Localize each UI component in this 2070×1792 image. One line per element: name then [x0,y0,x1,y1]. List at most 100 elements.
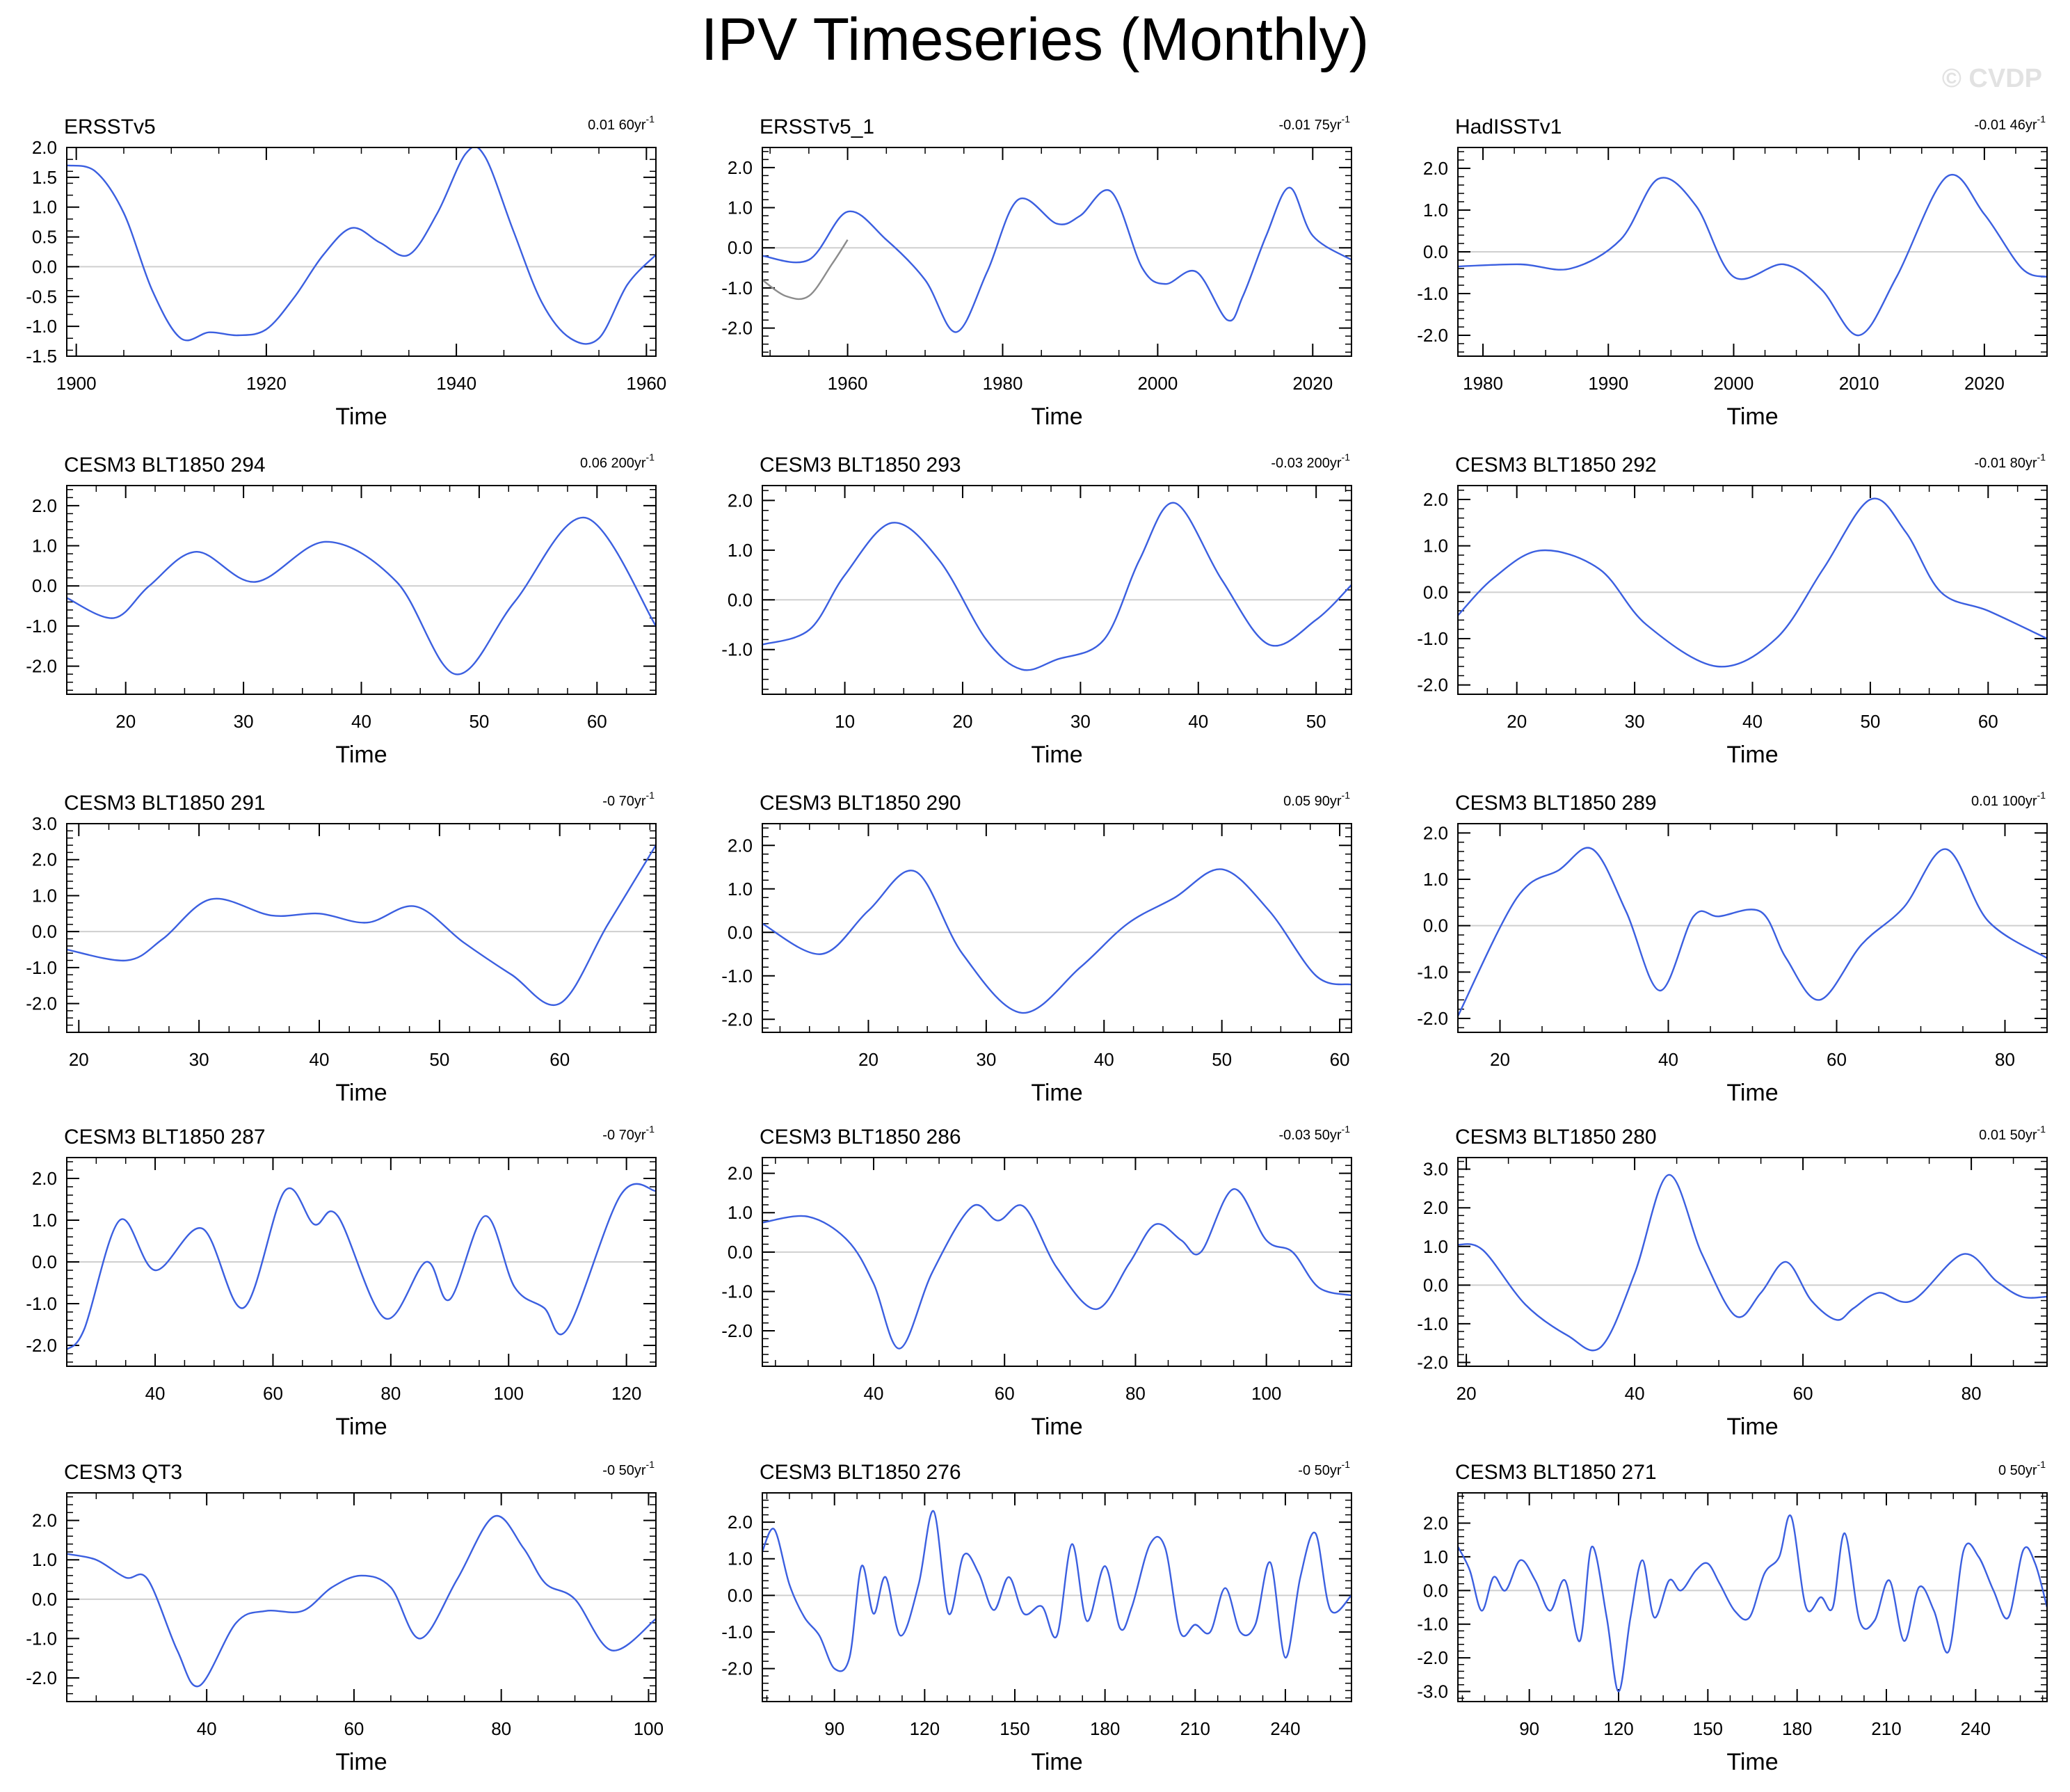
tick-label-y: -1.0 [721,1281,753,1302]
tick-label-x: 50 [1212,1049,1232,1070]
plot-frame [1457,1492,2048,1702]
tick-label-y: -0.5 [26,286,57,307]
tick-label-y: 1.0 [728,540,753,561]
tick-label-y: 1.0 [32,1210,57,1231]
tick-label-y: -1.0 [721,1622,753,1642]
trend-exponent: -1 [1342,1459,1351,1470]
tick-label-y: -2.0 [721,1320,753,1341]
tick-label-x: 2020 [1964,373,2005,394]
tick-label-x: 50 [1860,711,1880,732]
trend-label: 0 50yr-1 [1998,1459,2046,1478]
tick-label-x: 30 [234,711,254,732]
panel-14: 2.0 1.0 0.0 -1.0 -2.0 90 120 150 180 210 240 CESM3 … [721,1459,1352,1775]
plot-frame [66,485,657,695]
panel-12: 3.0 2.0 1.0 0.0 -1.0 -2.0 20 40 60 80 CESM3 BLT185… [1417,1123,2048,1440]
tick-label-y: 1.0 [1423,1546,1448,1567]
tick-label-x: 60 [1793,1383,1813,1404]
plot-frame [762,147,1352,357]
panel-5: 2.0 1.0 0.0 -1.0 10 20 30 40 50 CESM3 BLT1850 293… [721,451,1352,768]
tick-label-y: 2.0 [728,490,753,511]
tick-label-x: 40 [145,1383,166,1404]
tick-label-y: 2.0 [32,1510,57,1531]
series-line [67,845,656,1006]
plot-frame [1457,147,2048,357]
tick-label-x: 1940 [436,373,476,394]
tick-label-y: 2.0 [32,849,57,870]
tick-label-y: -1.0 [26,616,57,637]
panel-2: 2.0 1.0 0.0 -1.0 -2.0 1960 1980 2000 2020 ERSSTv5… [721,113,1352,430]
tick-label-x: 40 [864,1383,884,1404]
tick-label-x: 30 [976,1049,996,1070]
tick-label-x: 210 [1871,1718,1901,1739]
tick-label-y: 1.0 [32,1549,57,1570]
tick-label-y: -2.0 [1417,325,1448,346]
axis-label-x: Time [1726,1414,1778,1440]
tick-label-x: 1990 [1588,373,1628,394]
axis-label-x: Time [1031,403,1082,430]
tick-label-y: 2.0 [1423,489,1448,510]
trend-exponent: -1 [2037,113,2046,125]
tick-label-x: 60 [587,711,607,732]
series-line-overlay [762,239,849,301]
tick-label-x: 40 [310,1049,330,1070]
axis-label-x: Time [1031,1414,1082,1440]
plot-frame [762,823,1352,1033]
plot-frame [762,1157,1352,1367]
panel-title: CESM3 BLT1850 291 [64,792,266,815]
tick-label-y: 0.0 [728,237,753,258]
tick-label-x: 60 [344,1718,364,1739]
trend-value: 0.01 60yr [588,118,646,133]
tick-label-x: 40 [197,1718,217,1739]
tick-label-y: -2.0 [26,1667,57,1688]
tick-label-y: -2.0 [721,1658,753,1679]
tick-label-y: 2.0 [728,1512,753,1533]
tick-label-y: -1.0 [1417,961,1448,982]
tick-label-x: 20 [69,1049,89,1070]
trend-exponent: -1 [646,1123,655,1135]
trend-value: 0.01 100yr [1971,794,2037,809]
tick-label-x: 40 [1188,711,1208,732]
trend-exponent: -1 [2037,1459,2046,1470]
trend-exponent: -1 [646,451,655,463]
series-line [762,502,1351,671]
trend-label: -0.03 50yr-1 [1278,1123,1350,1143]
trend-exponent: -1 [1342,113,1351,125]
tick-label-x: 1920 [246,373,287,394]
trend-exponent: -1 [2037,790,2046,801]
panel-title: CESM3 QT3 [64,1461,182,1484]
panel-title: CESM3 BLT1850 271 [1455,1461,1657,1484]
trend-exponent: -1 [1342,451,1351,463]
tick-label-y: 0.0 [32,575,57,596]
axis-label-x: Time [335,403,387,430]
trend-value: 0.06 200yr [580,456,646,471]
tick-label-x: 240 [1961,1718,1991,1739]
trend-label: 0.01 50yr-1 [1979,1123,2046,1143]
tick-label-y: -1.0 [26,957,57,978]
tick-label-x: 180 [1782,1718,1812,1739]
series-line [1458,1174,2047,1352]
series-line [67,1183,656,1350]
tick-label-x: 60 [995,1383,1015,1404]
tick-label-y: 2.0 [728,835,753,856]
series-line [762,1188,1351,1350]
tick-label-x: 60 [1330,1049,1350,1070]
tick-label-y: 3.0 [32,813,57,834]
tick-label-y: 0.0 [728,589,753,610]
tick-label-y: 1.0 [1423,200,1448,221]
tick-label-x: 40 [1094,1049,1114,1070]
axis-label-x: Time [1726,403,1778,430]
plot-frame [66,1157,657,1367]
panel-15: 2.0 1.0 0.0 -1.0 -2.0 -3.0 90 120 150 180 210 240 CE… [1417,1459,2048,1775]
tick-label-y: 1.0 [32,536,57,557]
tick-label-y: -1.5 [26,346,57,367]
tick-label-y: -1.0 [26,1293,57,1314]
trend-value: -0 70yr [602,1128,646,1143]
tick-label-x: 150 [1000,1718,1029,1739]
watermark: © CVDP [1941,64,2042,93]
tick-label-x: 150 [1693,1718,1723,1739]
tick-label-x: 60 [1827,1049,1847,1070]
panel-4: 2.0 1.0 0.0 -1.0 -2.0 20 30 40 50 60 CESM3 BLT1850… [26,451,657,768]
tick-label-y: -1.0 [1417,283,1448,304]
trend-label: 0.06 200yr-1 [580,451,655,471]
